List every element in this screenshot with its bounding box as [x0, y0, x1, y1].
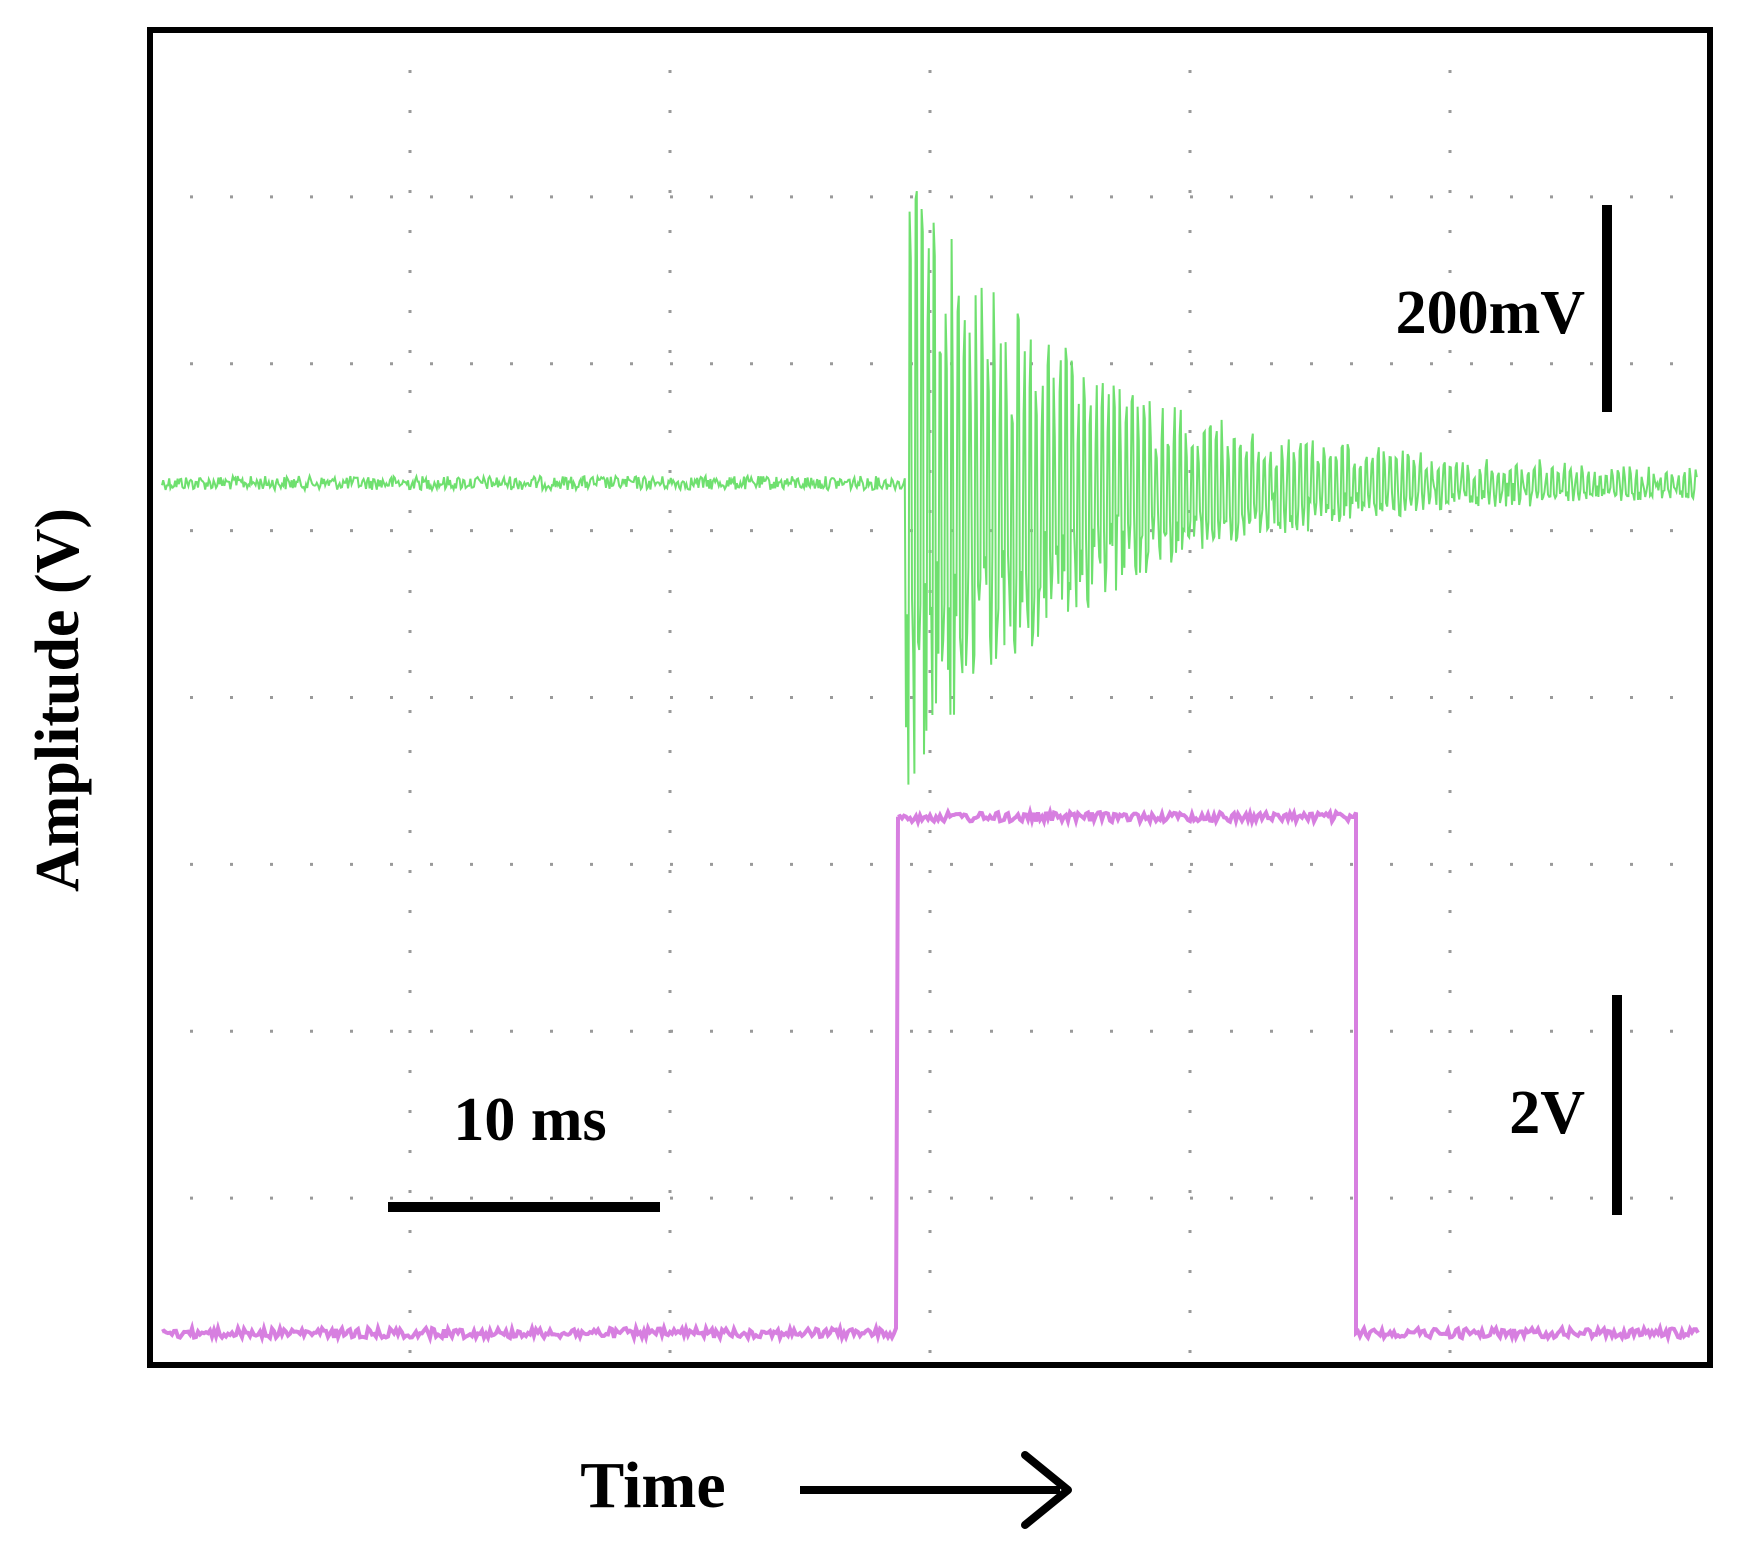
- x-axis-label: Time: [580, 1449, 725, 1522]
- plot-frame: [147, 27, 1713, 1368]
- lower-voltage-scale-label: 2V: [1509, 1079, 1585, 1147]
- time-scale-label: 10 ms: [453, 1086, 606, 1154]
- green-signal-trace: [161, 190, 1698, 785]
- upper-voltage-scale-label: 200mV: [1396, 279, 1586, 347]
- y-axis-label: Amplitude (V): [24, 508, 92, 892]
- time-arrow-head-icon: [1021, 1451, 1072, 1529]
- grid: [150, 30, 1710, 1365]
- pink-pulse-trace: [161, 804, 1700, 1346]
- traces: [161, 190, 1700, 1346]
